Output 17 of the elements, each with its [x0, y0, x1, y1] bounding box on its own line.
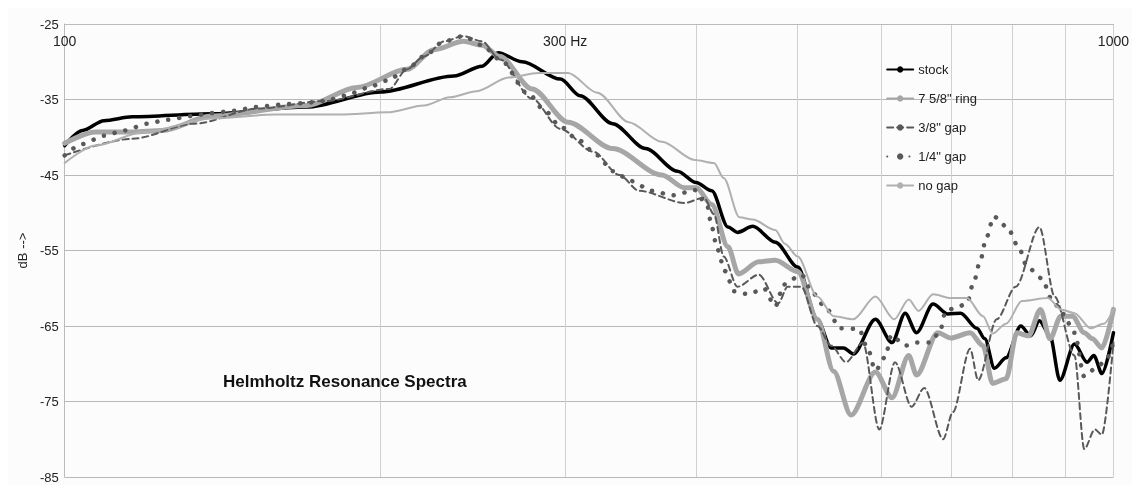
x-tick-label: 1000: [1097, 33, 1130, 49]
y-tick-label: -25: [39, 16, 59, 32]
y-tick-label: -45: [39, 167, 59, 183]
text: Helmholtz Resonance Spectra: [223, 372, 468, 391]
legend-label: stock: [918, 62, 950, 77]
y-tick-label: -85: [39, 469, 59, 485]
legend-label: 7 5/8" ring: [918, 91, 978, 106]
y-axis-title: dB -->: [15, 232, 30, 269]
legend-label: no gap: [918, 178, 958, 193]
x-tick-label: 300 Hz: [542, 33, 588, 49]
y-tick-label: -35: [39, 92, 59, 107]
x-tick-label: 100: [53, 33, 77, 49]
y-tick-label: -65: [39, 318, 59, 334]
y-tick-label: -75: [39, 394, 59, 409]
y-tick-label: -55: [39, 243, 59, 258]
legend-label: 1/4" gap: [918, 149, 967, 164]
legend-label: 3/8" gap: [918, 120, 967, 135]
